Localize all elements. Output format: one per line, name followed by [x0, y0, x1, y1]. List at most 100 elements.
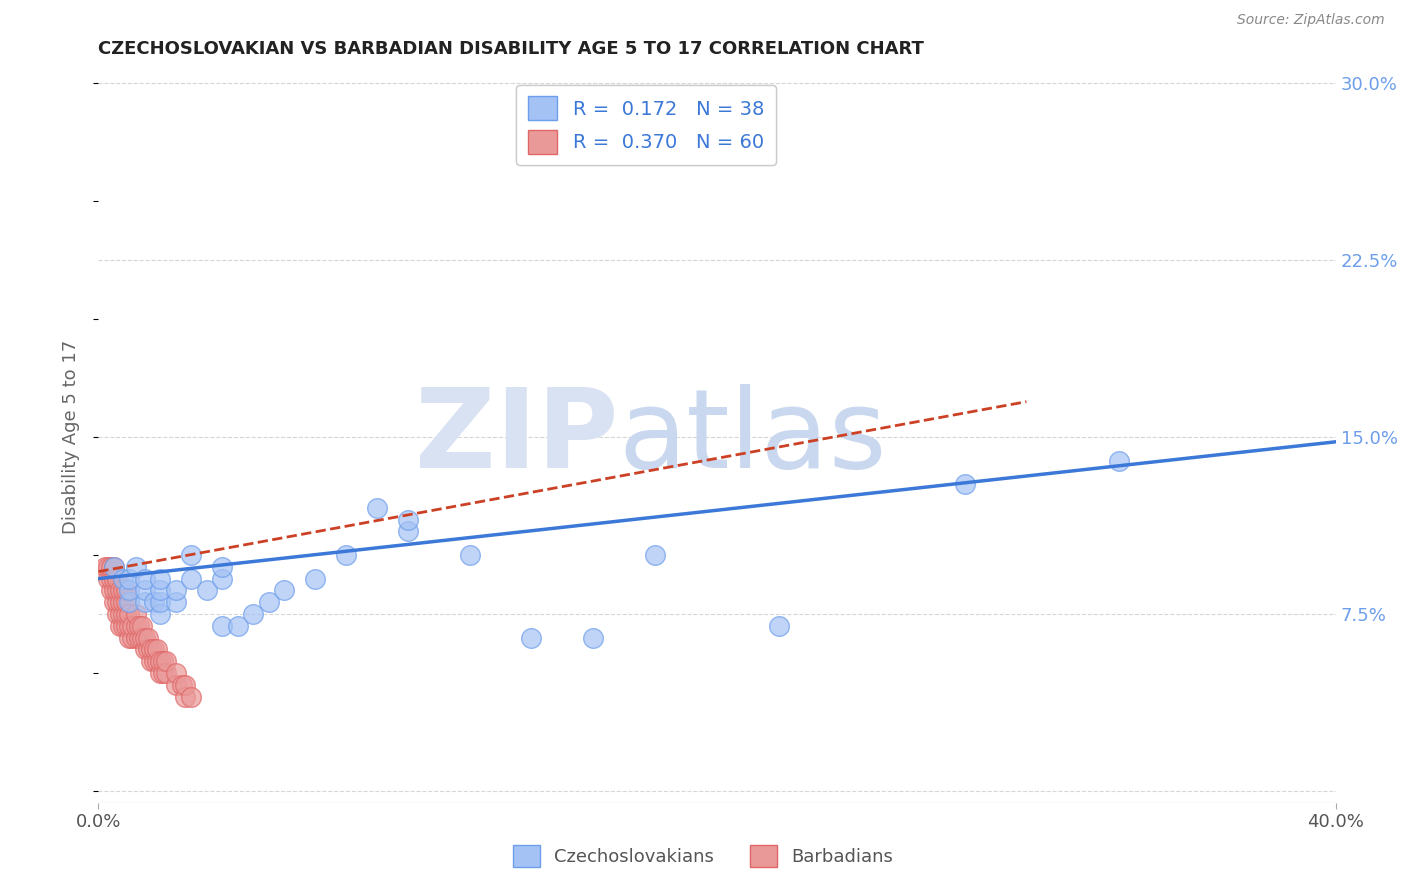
Point — [100, 572, 122, 586]
Point — [97, 559, 120, 574]
Point — [105, 572, 128, 586]
Point — [105, 607, 128, 621]
Point — [211, 559, 233, 574]
Point — [121, 619, 143, 633]
Point — [165, 678, 187, 692]
Point — [124, 607, 146, 621]
Point — [118, 631, 141, 645]
Point — [131, 619, 153, 633]
Point — [149, 666, 172, 681]
Point — [180, 572, 202, 586]
Point — [118, 619, 141, 633]
Point — [112, 619, 135, 633]
Point — [136, 642, 159, 657]
Point — [108, 595, 131, 609]
Point — [103, 572, 125, 586]
Point — [128, 631, 150, 645]
Point — [112, 607, 135, 621]
Point — [108, 607, 131, 621]
Point — [105, 583, 128, 598]
Point — [139, 654, 162, 668]
Point — [93, 559, 115, 574]
Point — [149, 572, 172, 586]
Point — [112, 572, 135, 586]
Point — [134, 595, 156, 609]
Point — [226, 619, 249, 633]
Point — [128, 619, 150, 633]
Text: Source: ZipAtlas.com: Source: ZipAtlas.com — [1237, 13, 1385, 28]
Point — [211, 619, 233, 633]
Text: CZECHOSLOVAKIAN VS BARBADIAN DISABILITY AGE 5 TO 17 CORRELATION CHART: CZECHOSLOVAKIAN VS BARBADIAN DISABILITY … — [98, 40, 924, 58]
Text: ZIP: ZIP — [415, 384, 619, 491]
Point — [953, 477, 976, 491]
Point — [143, 654, 166, 668]
Point — [103, 595, 125, 609]
Point — [396, 513, 419, 527]
Point — [124, 559, 146, 574]
Point — [108, 583, 131, 598]
Point — [136, 631, 159, 645]
Point — [155, 666, 177, 681]
Point — [103, 559, 125, 574]
Point — [108, 619, 131, 633]
Point — [174, 678, 197, 692]
Point — [134, 583, 156, 598]
Point — [115, 595, 138, 609]
Point — [152, 654, 174, 668]
Point — [211, 572, 233, 586]
Point — [520, 631, 543, 645]
Point — [121, 631, 143, 645]
Point — [165, 583, 187, 598]
Point — [152, 666, 174, 681]
Text: atlas: atlas — [619, 384, 887, 491]
Point — [139, 642, 162, 657]
Point — [165, 595, 187, 609]
Point — [124, 631, 146, 645]
Point — [366, 500, 388, 515]
Point — [273, 583, 295, 598]
Point — [149, 654, 172, 668]
Point — [155, 654, 177, 668]
Point — [143, 595, 166, 609]
Point — [134, 642, 156, 657]
Point — [165, 666, 187, 681]
Point — [644, 548, 666, 562]
Point — [242, 607, 264, 621]
Point — [149, 583, 172, 598]
Point — [105, 595, 128, 609]
Point — [768, 619, 790, 633]
Point — [149, 607, 172, 621]
Point — [118, 583, 141, 598]
Point — [112, 583, 135, 598]
Point — [103, 559, 125, 574]
Point — [100, 559, 122, 574]
Point — [97, 572, 120, 586]
Point — [174, 690, 197, 704]
Point — [124, 619, 146, 633]
Point — [115, 619, 138, 633]
Point — [112, 595, 135, 609]
Point — [131, 631, 153, 645]
Point — [458, 548, 481, 562]
Point — [103, 583, 125, 598]
Point — [134, 572, 156, 586]
Point — [146, 654, 169, 668]
Point — [118, 595, 141, 609]
Point — [149, 595, 172, 609]
Point — [304, 572, 326, 586]
Point — [1108, 453, 1130, 467]
Point — [257, 595, 280, 609]
Point — [100, 583, 122, 598]
Point — [170, 678, 193, 692]
Y-axis label: Disability Age 5 to 17: Disability Age 5 to 17 — [62, 340, 80, 534]
Point — [118, 607, 141, 621]
Point — [180, 690, 202, 704]
Point — [115, 583, 138, 598]
Point — [396, 524, 419, 539]
Point — [180, 548, 202, 562]
Point — [146, 642, 169, 657]
Point — [134, 631, 156, 645]
Legend: R =  0.172   N = 38, R =  0.370   N = 60: R = 0.172 N = 38, R = 0.370 N = 60 — [516, 85, 776, 165]
Point — [118, 572, 141, 586]
Point — [582, 631, 605, 645]
